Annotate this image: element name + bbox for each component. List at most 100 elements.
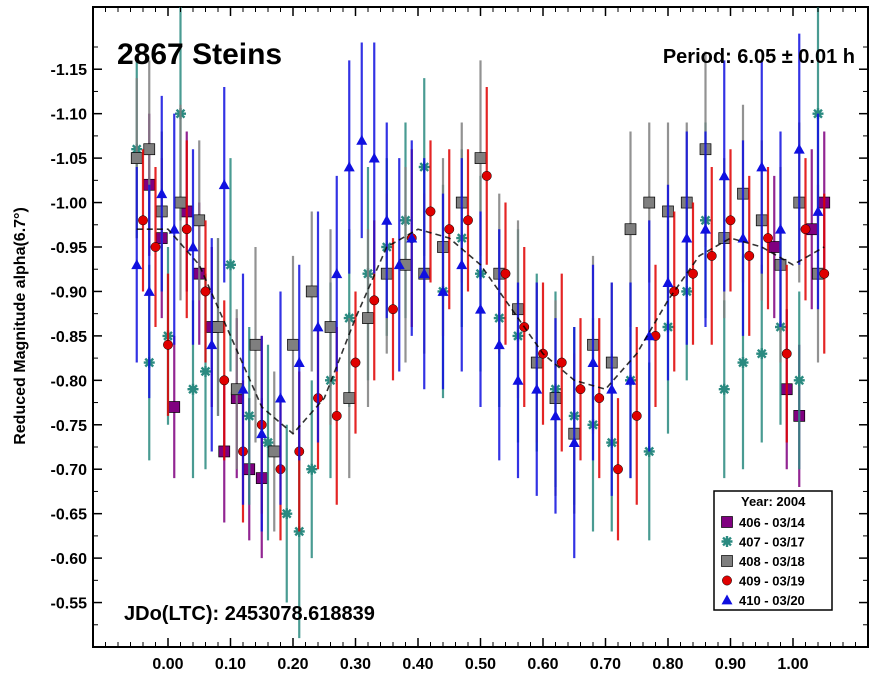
data-point (594, 393, 605, 404)
data-point (781, 348, 792, 359)
data-point (324, 321, 337, 333)
chart-title: 2867 Steins (117, 38, 282, 71)
data-point (587, 357, 599, 367)
legend-box (713, 490, 833, 611)
legend-title: Year: 2004 (741, 494, 806, 509)
data-point (437, 285, 449, 296)
x-tick-label: 0.70 (590, 656, 621, 673)
data-point (700, 223, 711, 234)
data-marks (130, 7, 831, 639)
data-point (463, 215, 473, 226)
y-tick-label: -0.90 (51, 284, 88, 301)
data-point (350, 357, 361, 368)
data-point (500, 268, 511, 279)
y-tick-label: -1.15 (51, 62, 88, 79)
data-point (624, 223, 637, 236)
data-point (756, 348, 768, 360)
data-point (812, 205, 824, 216)
data-point (475, 303, 486, 314)
data-point (163, 339, 173, 350)
data-point (249, 338, 262, 351)
data-point (643, 196, 656, 209)
data-point (512, 374, 524, 385)
y-tick-label: -1.05 (51, 151, 88, 168)
data-point (237, 383, 249, 394)
y-tick-label: -0.80 (51, 373, 88, 390)
data-point (305, 285, 318, 298)
data-point (575, 384, 586, 395)
legend-label: 408 - 03/18 (739, 554, 805, 569)
data-point (800, 224, 811, 235)
data-point (606, 383, 618, 394)
legend-marker (721, 516, 733, 528)
data-point (131, 259, 143, 270)
data-point (481, 170, 492, 181)
data-point (331, 410, 342, 421)
y-tick-label: -0.55 (51, 596, 88, 613)
x-tick-label: 0.60 (527, 656, 558, 673)
data-point (200, 365, 211, 377)
data-point (168, 223, 180, 234)
data-point (356, 134, 368, 145)
data-point (763, 233, 773, 244)
data-point (306, 463, 318, 475)
x-tick-label: 0.50 (465, 656, 496, 673)
legend-label: 410 - 03/20 (739, 593, 805, 608)
data-point (143, 143, 156, 156)
y-tick-label: -0.70 (51, 462, 88, 479)
y-tick-label: -0.95 (51, 240, 88, 257)
data-point (418, 268, 430, 279)
data-point (168, 401, 181, 413)
data-point (406, 232, 418, 243)
x-axis: 0.00 0.10 0.20 0.30 0.40 0.50 0.60 0.70 0.80 0.90… (105, 7, 856, 673)
data-point (613, 464, 623, 475)
data-point (287, 338, 299, 351)
data-point (444, 224, 455, 235)
data-point (343, 312, 355, 324)
data-point (262, 437, 274, 449)
x-tick-label: 0.10 (215, 656, 246, 673)
legend-marker (721, 594, 733, 605)
data-point (775, 223, 786, 234)
data-point (388, 304, 398, 315)
data-point (212, 321, 224, 333)
data-point (631, 410, 642, 421)
data-point (369, 295, 380, 306)
data-point (474, 152, 487, 164)
data-point (381, 214, 393, 225)
data-point (718, 170, 730, 181)
y-tick-label: -0.75 (51, 418, 88, 435)
data-point (200, 286, 211, 297)
data-point (181, 224, 192, 235)
legend-label: 409 - 03/19 (739, 574, 805, 589)
data-point (456, 259, 468, 270)
data-point (718, 383, 730, 395)
x-tick-label: 0.90 (715, 656, 746, 673)
data-point (187, 241, 199, 252)
data-point (393, 259, 405, 270)
y-axis-label: Reduced Magnitude alpha(6.7°) (12, 207, 29, 445)
data-point (268, 445, 281, 458)
legend: Year: 2004 406 - 03/14 407 - 03/17 408 - 0… (713, 490, 833, 611)
data-point (493, 339, 505, 350)
data-point (275, 392, 286, 403)
data-point (193, 214, 206, 227)
data-point (662, 277, 674, 287)
data-point (312, 321, 324, 332)
data-point (206, 339, 218, 350)
data-point (737, 232, 749, 243)
data-point (688, 268, 698, 279)
x-tick-label: 0.30 (340, 656, 371, 673)
data-point (343, 161, 355, 172)
y-tick-label: -1.00 (51, 196, 88, 213)
y-axis: -0.55 -0.60 -0.65 -0.70 -0.75 -0.80 -0.85 -0.90… (51, 46, 868, 626)
data-point (143, 285, 155, 296)
data-point (362, 312, 374, 324)
data-point (706, 250, 717, 261)
data-point (219, 375, 230, 386)
epoch-label: JDo(LTC): 2453078.618839 (124, 603, 375, 625)
data-point (343, 392, 356, 404)
legend-label: 407 - 03/17 (739, 535, 805, 550)
data-point (150, 242, 161, 252)
